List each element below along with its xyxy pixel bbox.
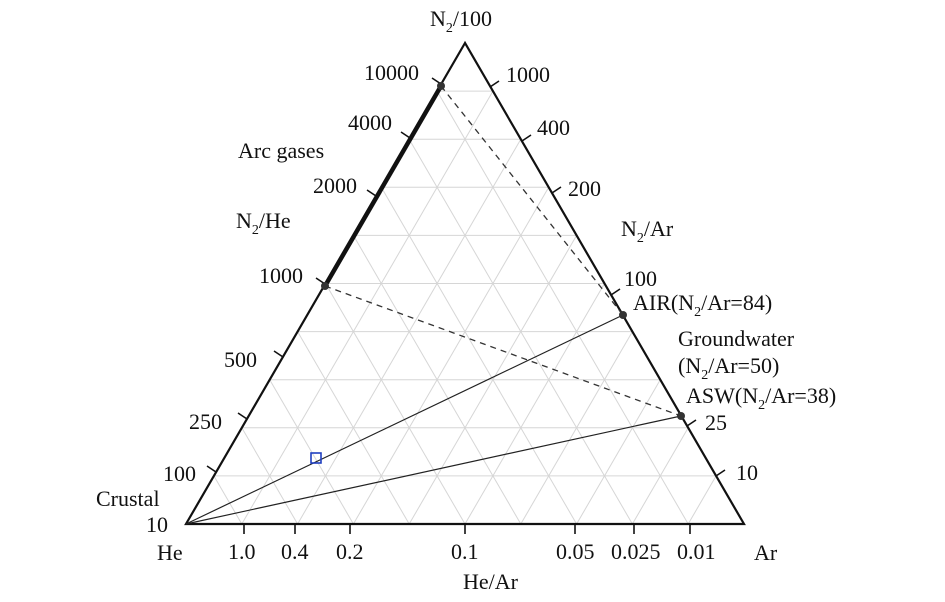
grid-line xyxy=(380,187,578,525)
air-label: AIR(N2/Ar=84) xyxy=(633,290,772,320)
left-vertex-label: He xyxy=(157,540,183,565)
right-tick-label: 400 xyxy=(537,115,570,140)
crustal-label: Crustal xyxy=(96,486,160,511)
bottom-tick-label: 0.025 xyxy=(611,539,661,564)
dashed-line-arc-asw xyxy=(324,285,682,417)
right-axis-title: N2/Ar xyxy=(621,216,674,246)
right-tick-100 xyxy=(610,288,621,296)
right-tick-label: 200 xyxy=(568,176,601,201)
right-tick-label: 10 xyxy=(736,460,758,485)
point-arc-bottom xyxy=(321,282,329,290)
apex-label: N2/100 xyxy=(430,6,492,36)
grid-line xyxy=(464,283,605,525)
point-arc-top xyxy=(437,82,445,90)
left-tick-label: 1000 xyxy=(259,263,303,288)
right-tick-label: 1000 xyxy=(506,62,550,87)
line-crustal-air xyxy=(185,314,624,525)
bottom-tick-label: 0.05 xyxy=(556,539,595,564)
bottom-tick-label: 0.4 xyxy=(281,539,309,564)
right-tick-label: 25 xyxy=(705,410,727,435)
right-tick-10 xyxy=(715,469,726,477)
arc-gases-label: Arc gases xyxy=(238,138,324,163)
grid-line xyxy=(269,379,354,525)
right-vertex-label: Ar xyxy=(754,540,778,565)
line-crustal-asw xyxy=(185,415,682,525)
bottom-tick-label: 0.01 xyxy=(677,539,716,564)
right-tick-25 xyxy=(686,419,697,427)
left-tick-2000 xyxy=(366,189,377,197)
left-tick-label: 10 xyxy=(146,512,168,537)
left-tick-label: 250 xyxy=(189,409,222,434)
left-tick-label: 500 xyxy=(224,347,257,372)
grid-line xyxy=(352,187,550,525)
right-tick-400 xyxy=(521,134,532,142)
arc-gases-segment xyxy=(323,84,443,288)
tick-marks xyxy=(206,77,726,534)
point-air xyxy=(619,311,627,319)
left-tick-250 xyxy=(237,412,248,420)
sample-marker xyxy=(310,452,322,464)
bottom-tick-label: 0.2 xyxy=(336,539,364,564)
grid-line xyxy=(687,475,717,525)
groundwater-value: (N2/Ar=50) xyxy=(678,353,779,383)
ternary-grid xyxy=(213,90,717,525)
left-tick-100 xyxy=(206,465,217,473)
left-tick-label: 2000 xyxy=(313,173,357,198)
grid-line xyxy=(576,379,661,525)
left-axis-title: N2/He xyxy=(236,208,291,238)
grid-line xyxy=(325,283,466,525)
bottom-tick-label: 1.0 xyxy=(228,539,256,564)
right-tick-1000 xyxy=(489,80,500,88)
asw-label: ASW(N2/Ar=38) xyxy=(686,383,836,413)
left-tick-4000 xyxy=(400,131,411,139)
left-tick-500 xyxy=(273,350,284,358)
left-tick-label: 4000 xyxy=(348,110,392,135)
grid-line xyxy=(213,475,243,525)
point-asw xyxy=(677,412,685,420)
grid-line xyxy=(241,90,494,525)
bottom-tick-label: 0.1 xyxy=(451,539,479,564)
grid-line xyxy=(436,90,689,525)
right-tick-label: 100 xyxy=(624,266,657,291)
left-tick-label: 100 xyxy=(163,461,196,486)
bottom-axis-title: He/Ar xyxy=(463,569,519,594)
groundwater-label: Groundwater xyxy=(678,326,795,351)
right-tick-200 xyxy=(551,186,562,194)
dashed-line-arc-air xyxy=(440,85,624,316)
left-tick-label: 10000 xyxy=(364,60,419,85)
